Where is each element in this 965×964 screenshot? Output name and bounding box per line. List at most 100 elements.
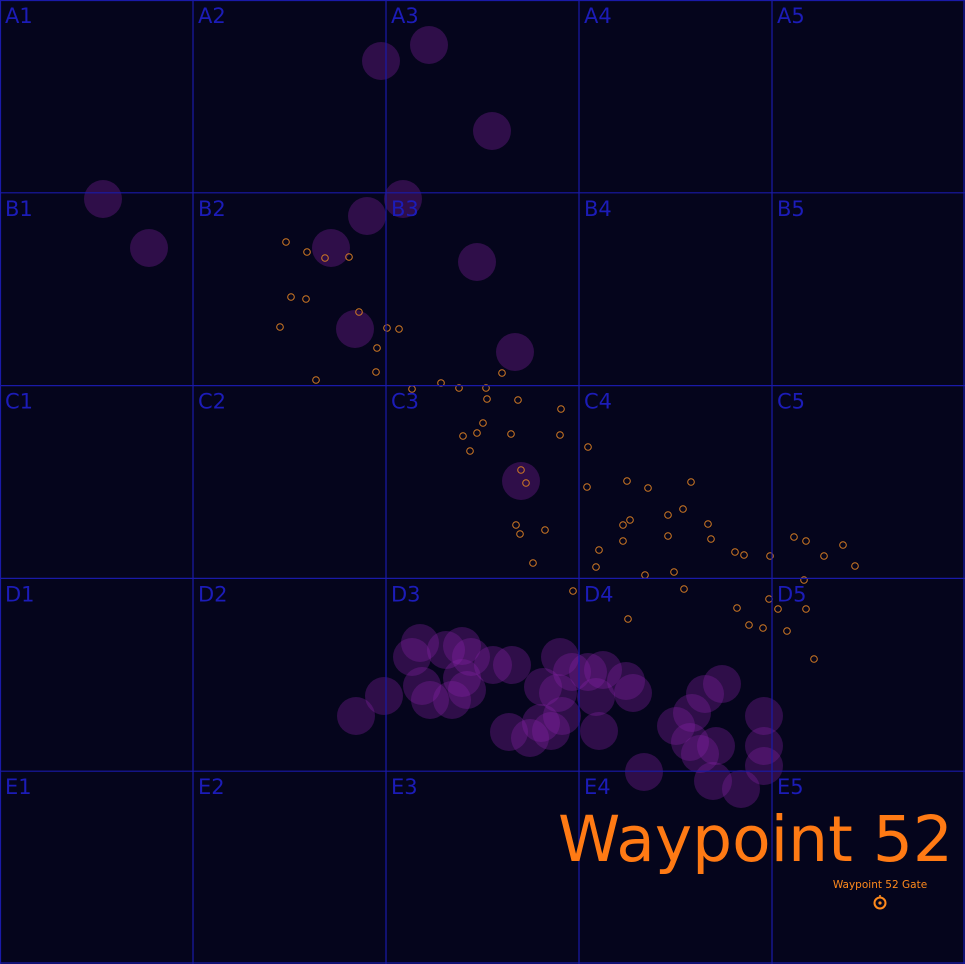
contact-dot[interactable] — [619, 521, 627, 529]
contact-dot[interactable] — [800, 576, 808, 584]
contact-dot[interactable] — [498, 369, 506, 377]
contact-dot[interactable] — [623, 477, 631, 485]
contact-dot[interactable] — [731, 548, 739, 556]
contact-dot[interactable] — [312, 376, 320, 384]
contact-dot[interactable] — [466, 447, 474, 455]
contact-dot[interactable] — [820, 552, 828, 560]
signal-cloud — [657, 707, 695, 745]
gate-marker-icon[interactable] — [873, 895, 887, 910]
contact-dot[interactable] — [766, 552, 774, 560]
contact-dot[interactable] — [473, 429, 481, 437]
signal-cloud — [493, 646, 531, 684]
contact-dot[interactable] — [522, 479, 530, 487]
contact-dot[interactable] — [507, 430, 515, 438]
signal-cloud — [448, 671, 486, 709]
contact-dot[interactable] — [482, 384, 490, 392]
contact-dot[interactable] — [514, 396, 522, 404]
contact-dot[interactable] — [745, 621, 753, 629]
grid-cell-label: E5 — [777, 775, 804, 799]
contact-dot[interactable] — [687, 478, 695, 486]
signal-cloud — [443, 659, 481, 697]
signal-cloud — [524, 668, 562, 706]
contact-dot[interactable] — [569, 587, 577, 595]
contact-dot[interactable] — [584, 443, 592, 451]
contact-dot[interactable] — [276, 323, 284, 331]
contact-dot[interactable] — [664, 532, 672, 540]
contact-dot[interactable] — [483, 395, 491, 403]
contact-dot[interactable] — [373, 344, 381, 352]
contact-dot[interactable] — [383, 324, 391, 332]
contact-dot[interactable] — [839, 541, 847, 549]
grid-cell-label: D3 — [391, 582, 421, 606]
contact-dot[interactable] — [282, 238, 290, 246]
contact-dot[interactable] — [459, 432, 467, 440]
contact-dot[interactable] — [733, 604, 741, 612]
contact-dot[interactable] — [395, 325, 403, 333]
contact-dot[interactable] — [287, 293, 295, 301]
signal-cloud — [539, 674, 577, 712]
contact-dot[interactable] — [583, 483, 591, 491]
signal-cloud — [393, 638, 431, 676]
contact-dot[interactable] — [355, 308, 363, 316]
grid-cell-label: B3 — [391, 197, 419, 221]
signal-cloud — [130, 229, 168, 267]
signal-cloud — [336, 310, 374, 348]
contact-dot[interactable] — [619, 537, 627, 545]
contact-dot[interactable] — [790, 533, 798, 541]
contact-dot[interactable] — [517, 466, 525, 474]
contact-dot[interactable] — [664, 511, 672, 519]
signal-cloud — [577, 678, 615, 716]
contact-dot[interactable] — [740, 551, 748, 559]
grid-cell-label: A3 — [391, 4, 419, 28]
contact-dot[interactable] — [810, 655, 818, 663]
contact-dot[interactable] — [529, 559, 537, 567]
signal-cloud — [403, 667, 441, 705]
contact-dot[interactable] — [592, 563, 600, 571]
contact-dot[interactable] — [516, 530, 524, 538]
contact-dot[interactable] — [679, 505, 687, 513]
contact-dot[interactable] — [851, 562, 859, 570]
cloud-layer — [84, 26, 783, 808]
contact-dot[interactable] — [680, 585, 688, 593]
contact-dot[interactable] — [479, 419, 487, 427]
contact-dot[interactable] — [644, 484, 652, 492]
contact-dot[interactable] — [372, 368, 380, 376]
contact-dot[interactable] — [759, 624, 767, 632]
grid-cell-label: A4 — [584, 4, 612, 28]
contact-dot[interactable] — [595, 546, 603, 554]
contact-dot[interactable] — [541, 526, 549, 534]
contact-dot[interactable] — [512, 521, 520, 529]
grid-cell-labels: A1 A2 A3 A4 A5 B1 B2 B3 B4 B5 C1 C2 C3 C4 C5 D1 D2 D3 D4 D5… — [5, 4, 807, 799]
contact-dot[interactable] — [802, 605, 810, 613]
contact-dot[interactable] — [670, 568, 678, 576]
signal-cloud — [722, 770, 760, 808]
contact-dot[interactable] — [774, 605, 782, 613]
grid-cell-label: E4 — [584, 775, 611, 799]
contact-dot[interactable] — [626, 516, 634, 524]
contact-dot[interactable] — [802, 537, 810, 545]
signal-cloud — [348, 197, 386, 235]
contact-dot[interactable] — [321, 254, 329, 262]
contact-dot[interactable] — [303, 248, 311, 256]
contact-dot[interactable] — [707, 535, 715, 543]
signal-cloud — [365, 677, 403, 715]
contact-dot[interactable] — [704, 520, 712, 528]
contact-dot[interactable] — [783, 627, 791, 635]
signal-cloud — [522, 704, 560, 742]
contact-dot[interactable] — [437, 379, 445, 387]
grid-cell-label: C3 — [391, 390, 419, 414]
contact-dot[interactable] — [345, 253, 353, 261]
signal-cloud — [543, 697, 581, 735]
signal-cloud — [502, 462, 540, 500]
contact-dot[interactable] — [624, 615, 632, 623]
contact-dot[interactable] — [556, 431, 564, 439]
signal-cloud — [584, 651, 622, 689]
signal-cloud — [443, 627, 481, 665]
contact-dot[interactable] — [557, 405, 565, 413]
contact-dot[interactable] — [302, 295, 310, 303]
contact-dot[interactable] — [455, 384, 463, 392]
grid-cell-label: C5 — [777, 390, 805, 414]
grid-cell-label: D2 — [198, 582, 228, 606]
